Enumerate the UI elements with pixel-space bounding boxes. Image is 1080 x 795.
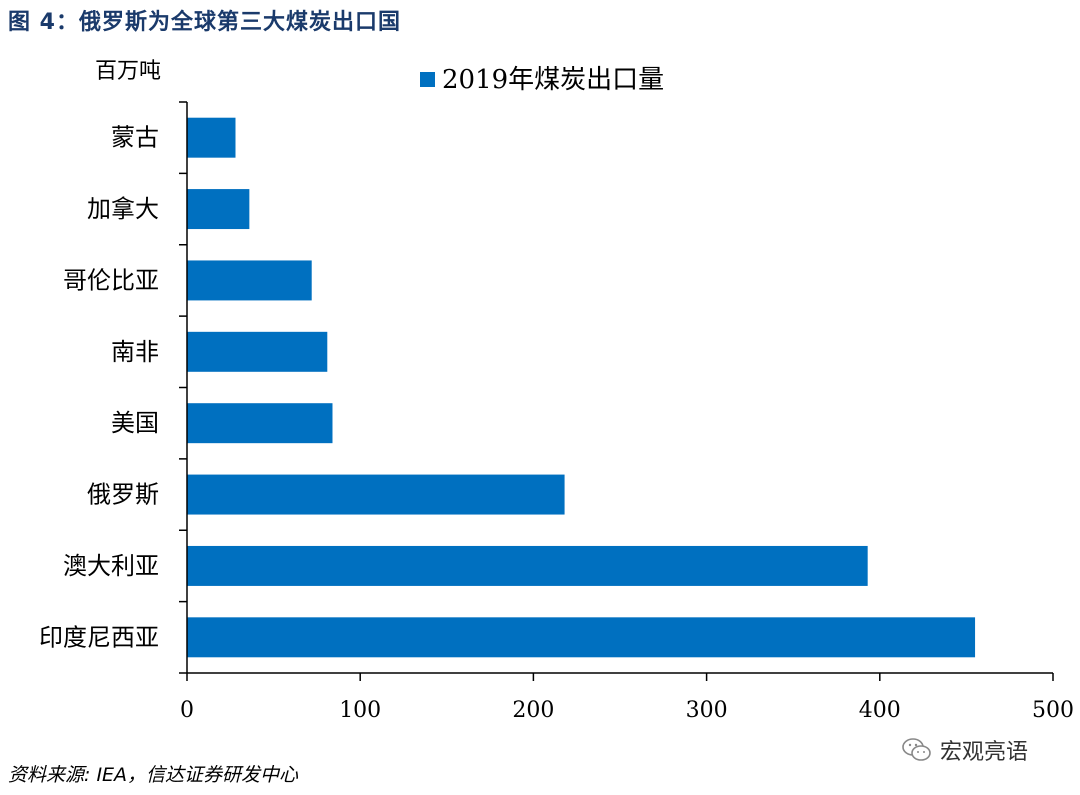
figure-title: 图 4：俄罗斯为全球第三大煤炭出口国 xyxy=(8,10,401,35)
legend-swatch xyxy=(420,72,435,87)
category-label: 南非 xyxy=(111,338,159,366)
bar-1 xyxy=(187,117,236,158)
bar-4 xyxy=(187,331,328,372)
category-label: 蒙古 xyxy=(111,124,159,152)
axes-group xyxy=(179,101,1054,681)
category-label: 俄罗斯 xyxy=(87,481,159,509)
unit-label: 百万吨 xyxy=(95,59,161,84)
bar-7 xyxy=(187,545,868,586)
bars-group xyxy=(187,117,976,658)
category-label: 加拿大 xyxy=(87,195,159,223)
category-label: 印度尼西亚 xyxy=(39,623,159,651)
bar-2 xyxy=(187,189,250,230)
watermark: 宏观亮语 xyxy=(902,734,1028,766)
legend-label: 2019年煤炭出口量 xyxy=(442,65,664,95)
legend-group: 2019年煤炭出口量 xyxy=(420,65,664,95)
bar-3 xyxy=(187,260,312,301)
wechat-icon xyxy=(902,738,931,761)
watermark-text: 宏观亮语 xyxy=(940,740,1029,765)
x-tick-label: 400 xyxy=(859,698,901,723)
bar-8 xyxy=(187,617,976,658)
category-label: 澳大利亚 xyxy=(63,552,159,580)
x-tick-label: 500 xyxy=(1032,698,1074,723)
bar-5 xyxy=(187,403,333,444)
x-tick-label: 200 xyxy=(512,698,554,723)
x-tick-label: 300 xyxy=(686,698,728,723)
bar-6 xyxy=(187,474,565,515)
category-label: 哥伦比亚 xyxy=(63,266,159,294)
x-tick-label: 100 xyxy=(339,698,381,723)
x-tick-label: 0 xyxy=(180,698,194,723)
category-label: 美国 xyxy=(111,409,159,437)
source-note: 资料来源: IEA，信达证券研发中心 xyxy=(8,764,299,786)
